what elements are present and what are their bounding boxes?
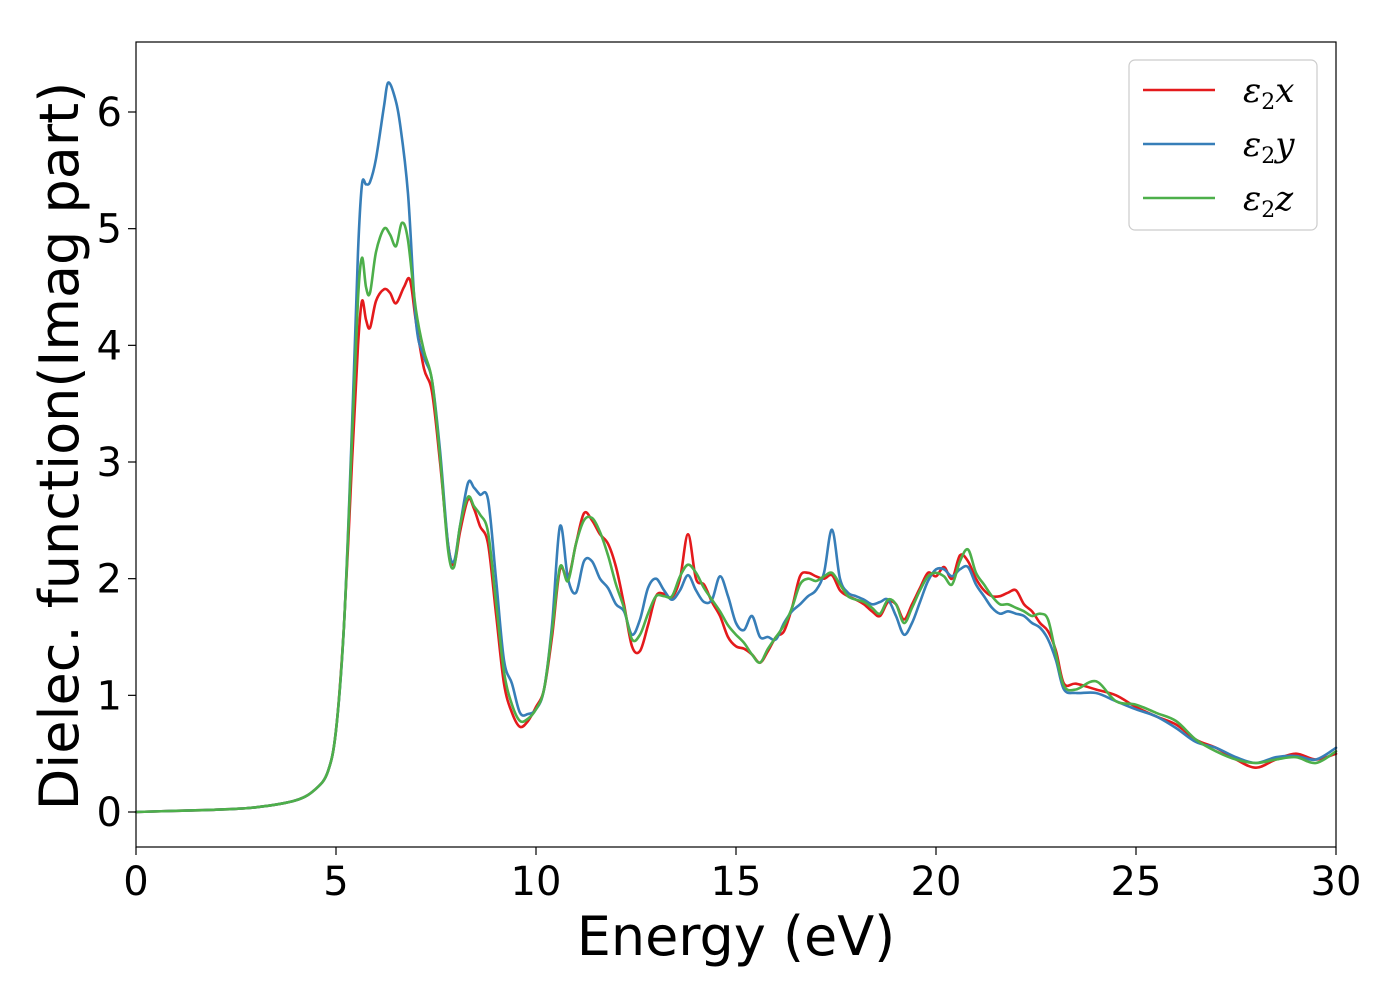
x-tick-label: 20 bbox=[911, 859, 962, 905]
legend-label-tail: x bbox=[1275, 71, 1294, 111]
x-tick-label: 5 bbox=[323, 859, 348, 905]
legend-label-main: ε bbox=[1243, 71, 1261, 111]
series-line-z bbox=[134, 221, 1338, 814]
legend-label-main: ε bbox=[1243, 179, 1261, 219]
x-tick-label: 15 bbox=[711, 859, 762, 905]
y-axis: 0 1 2 3 4 5 6 bbox=[97, 90, 136, 836]
x-tick-label: 10 bbox=[511, 859, 562, 905]
legend-label-z: ε2z bbox=[1243, 179, 1294, 223]
series-line-y bbox=[134, 81, 1338, 814]
y-tick-label: 2 bbox=[97, 557, 122, 603]
legend-label-main: ε bbox=[1243, 125, 1261, 165]
x-tick-label: 30 bbox=[1311, 859, 1362, 905]
y-tick-label: 1 bbox=[97, 673, 122, 719]
y-tick-label: 4 bbox=[97, 323, 122, 369]
x-tick-label: 0 bbox=[123, 859, 148, 905]
legend-label-tail: y bbox=[1273, 125, 1295, 165]
x-axis-title: Energy (eV) bbox=[577, 905, 896, 968]
series-line-x bbox=[134, 276, 1338, 814]
legend-label-subscript: 2 bbox=[1261, 144, 1275, 169]
y-tick-label: 6 bbox=[97, 90, 122, 136]
y-tick-label: 3 bbox=[97, 440, 122, 486]
series-layer bbox=[134, 81, 1338, 814]
x-axis: 0 5 10 15 20 25 30 bbox=[123, 847, 1361, 905]
legend-box bbox=[1128, 59, 1318, 231]
legend-label-x: ε2x bbox=[1243, 71, 1294, 115]
legend-label-tail: z bbox=[1274, 179, 1294, 219]
y-tick-label: 0 bbox=[97, 790, 122, 836]
y-axis-title: Dielec. function(Imag part) bbox=[28, 82, 91, 811]
y-tick-label: 5 bbox=[97, 207, 122, 253]
legend-label-subscript: 2 bbox=[1261, 90, 1275, 115]
legend-label-y: ε2y bbox=[1243, 125, 1295, 169]
x-tick-label: 25 bbox=[1111, 859, 1162, 905]
legend-label-subscript: 2 bbox=[1261, 198, 1275, 223]
